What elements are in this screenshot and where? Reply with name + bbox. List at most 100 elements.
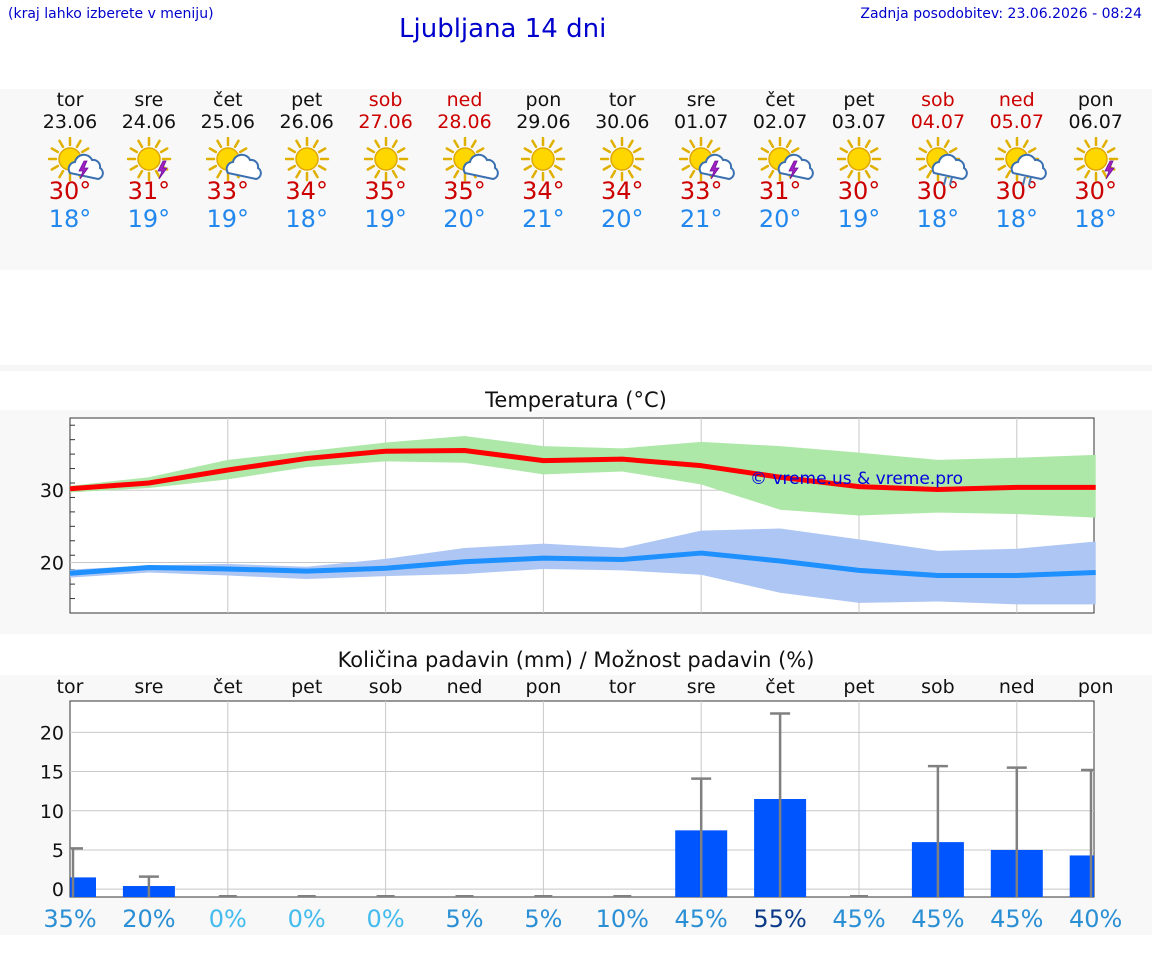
day-date: 28.06: [437, 111, 492, 133]
x-day-label: ned: [447, 676, 483, 698]
precip-chance: 5%: [524, 905, 562, 933]
temp-max: 34°: [522, 177, 565, 205]
day-column: ned 05.07 30° 18°: [977, 89, 1057, 264]
temp-max: 34°: [285, 177, 328, 205]
temp-max: 35°: [443, 177, 486, 205]
day-date: 27.06: [358, 111, 413, 133]
day-date: 29.06: [516, 111, 571, 133]
page-title: Ljubljana 14 dni: [399, 14, 607, 44]
day-column: sre 24.06 31° 19°: [109, 89, 189, 264]
y-tick-label: 10: [40, 801, 64, 823]
precip-chance: 20%: [122, 905, 175, 933]
temp-max-line: [69, 448, 1096, 492]
temp-max: 33°: [679, 177, 723, 205]
temp-min: 18°: [48, 205, 92, 233]
day-name: sob: [921, 89, 955, 111]
precip-chance: 55%: [753, 905, 806, 933]
day-date: 30.06: [595, 111, 650, 133]
x-day-label: sob: [369, 676, 403, 698]
day-date: 25.06: [200, 111, 255, 133]
temperature-chart-title: Temperatura (°C): [485, 388, 667, 412]
y-tick-label: 0: [52, 879, 64, 901]
temp-max: 33°: [206, 177, 250, 205]
y-tick-label: 5: [52, 840, 64, 862]
day-name: pet: [291, 89, 323, 111]
precip-chance: 35%: [43, 905, 96, 933]
day-date: 03.07: [831, 111, 887, 133]
sun-cloud-icon: [205, 137, 262, 182]
day-date: 02.07: [752, 111, 808, 133]
temp-min: 20°: [601, 205, 644, 233]
temp-max: 30°: [995, 177, 1039, 205]
day-column: sob 27.06 35° 19°: [346, 89, 426, 264]
temperature-chart: 20 30 © vreme.us & vreme.pro: [40, 417, 1096, 614]
day-name: tor: [608, 89, 636, 111]
day-column: tor 30.06 34° 20°: [582, 89, 662, 264]
day-column: pet 26.06 34° 18°: [267, 89, 347, 264]
precipitation-chart: tor sre čet pet sob ned pon tor sre čet pet sob ned p…: [40, 676, 1123, 933]
day-column: tor 23.06 30° 18°: [30, 89, 110, 264]
sun-cloud-rain-icon: [915, 137, 968, 186]
y-tick-label: 30: [40, 480, 64, 502]
sun-thunder-icon: [1073, 137, 1118, 182]
day-column: pon 06.07 30° 18°: [1056, 89, 1136, 264]
sun-icon: [284, 137, 329, 182]
temp-min: 18°: [995, 205, 1039, 233]
x-day-label: sre: [134, 676, 163, 698]
day-column: pet 03.07 30° 19°: [819, 89, 899, 264]
temp-min: 19°: [837, 205, 881, 233]
temp-min: 21°: [522, 205, 565, 233]
precip-bar: [70, 877, 96, 897]
temp-min: 18°: [916, 205, 960, 233]
last-updated: Zadnja posodobitev: 23.06.2026 - 08:24: [860, 6, 1142, 22]
temp-max: 30°: [916, 177, 960, 205]
sun-thunder-icon: [126, 137, 172, 182]
x-day-label: tor: [609, 676, 636, 698]
temp-min: 19°: [206, 205, 250, 233]
precip-chance: 45%: [675, 905, 728, 933]
day-name: tor: [56, 89, 84, 111]
temp-max: 35°: [364, 177, 407, 205]
day-column: čet 25.06 33° 19°: [188, 89, 268, 264]
watermark: © vreme.us & vreme.pro: [750, 469, 963, 489]
sun-cloud-thunder-icon: [48, 137, 104, 182]
y-tick-label: 15: [40, 762, 64, 784]
precip-chance: 45%: [990, 905, 1043, 933]
sun-icon: [363, 137, 408, 182]
day-date: 05.07: [989, 111, 1044, 133]
temp-max: 31°: [127, 177, 171, 205]
day-name: sre: [686, 89, 716, 111]
y-tick-label: 20: [40, 722, 64, 744]
day-name: pet: [843, 89, 875, 111]
x-day-label: pet: [843, 676, 874, 698]
temp-max: 30°: [48, 177, 92, 205]
temp-min: 19°: [364, 205, 407, 233]
temp-max: 34°: [601, 177, 644, 205]
day-date: 01.07: [673, 111, 729, 133]
sun-cloud-thunder-icon: [758, 137, 814, 182]
x-day-label: sob: [921, 676, 955, 698]
precip-chance: 0%: [288, 905, 326, 933]
day-name: čet: [213, 89, 243, 111]
day-date: 23.06: [42, 111, 98, 133]
temp-max: 30°: [837, 177, 881, 205]
day-name: ned: [446, 89, 483, 111]
x-day-label: čet: [765, 676, 795, 698]
sun-icon: [600, 137, 645, 182]
sun-icon: [837, 137, 882, 182]
temp-min: 18°: [285, 205, 328, 233]
x-day-label: pet: [291, 676, 322, 698]
day-column: ned 28.06 35° 20°: [425, 89, 505, 264]
precip-chance: 10%: [596, 905, 649, 933]
day-name: pon: [525, 89, 562, 111]
temp-max: 30°: [1074, 177, 1117, 205]
day-column: čet 02.07 31° 20°: [740, 89, 820, 264]
temp-max: 31°: [758, 177, 802, 205]
day-name: sre: [134, 89, 164, 111]
day-date: 26.06: [279, 111, 334, 133]
y-tick-label: 20: [40, 552, 64, 574]
day-column: sob 04.07 30° 18°: [898, 89, 978, 264]
x-day-label: pon: [526, 676, 562, 698]
temp-min: 18°: [1074, 205, 1117, 233]
precip-chance: 5%: [445, 905, 483, 933]
